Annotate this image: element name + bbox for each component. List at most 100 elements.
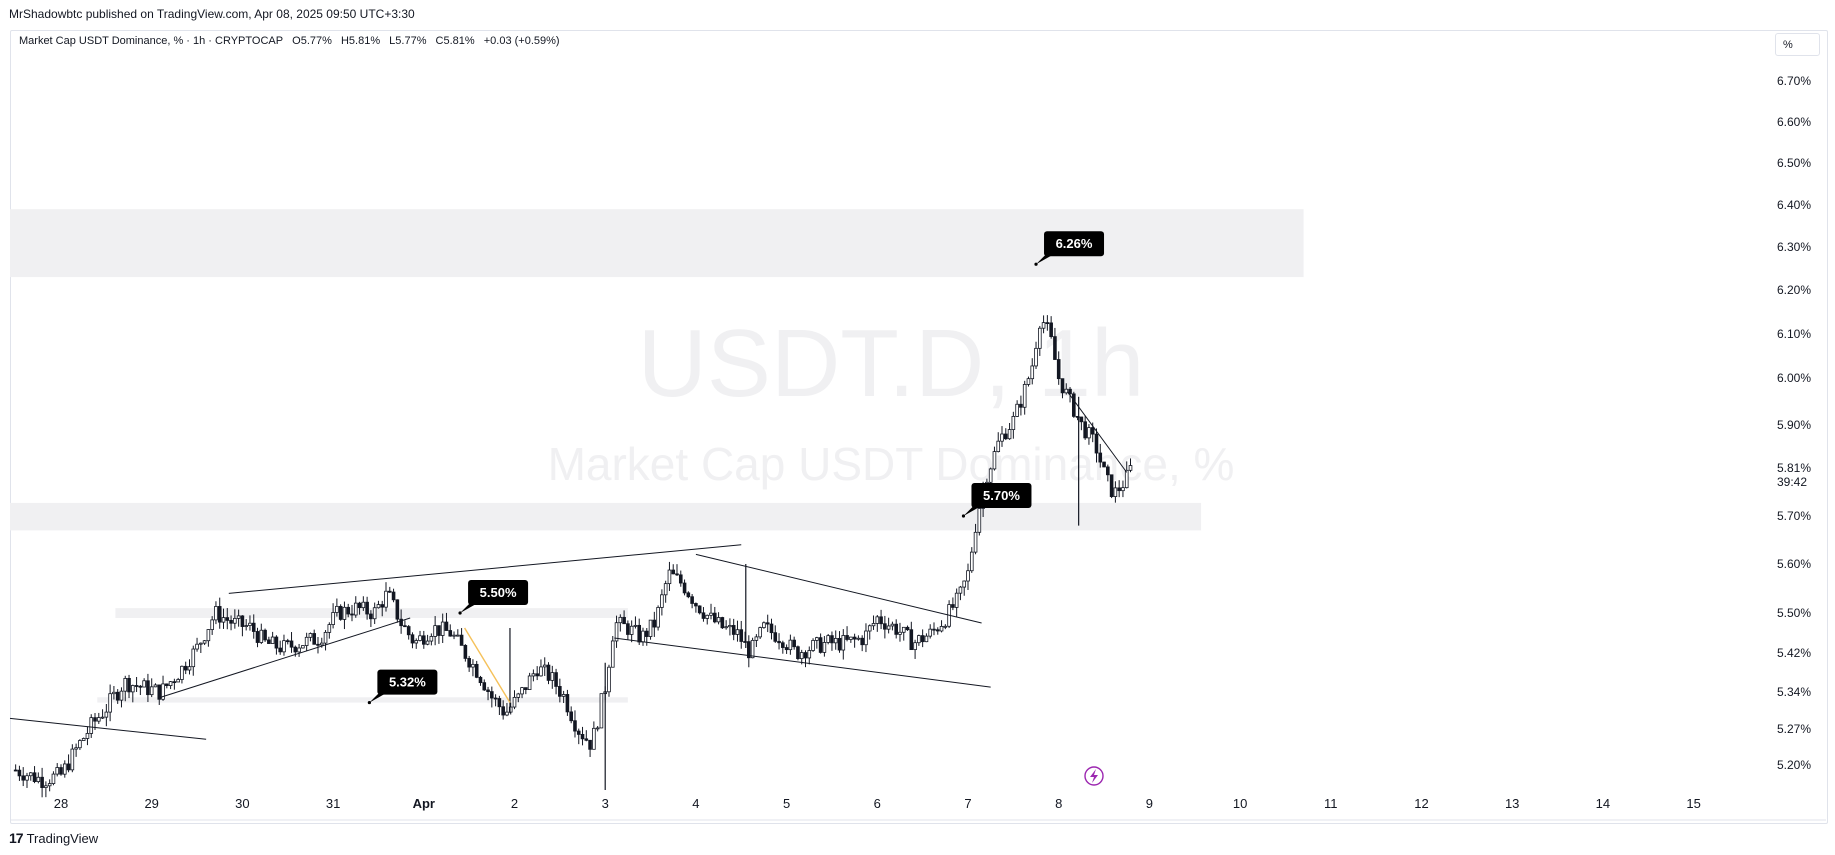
candle-body — [161, 683, 165, 700]
candle-body — [1090, 427, 1095, 435]
candle-body — [372, 607, 377, 620]
candle-body — [410, 634, 415, 644]
candle-body — [626, 623, 630, 635]
candle-body — [690, 596, 694, 604]
time-tick: 9 — [1146, 796, 1153, 811]
candle-body — [701, 612, 706, 619]
candle-body — [1124, 469, 1129, 489]
candle-body — [743, 641, 747, 643]
candle-body — [206, 629, 211, 642]
candle-body — [1094, 433, 1099, 454]
candle-body — [524, 687, 528, 690]
candle-body — [1068, 388, 1072, 395]
candle-body — [32, 772, 37, 782]
trendline-3[interactable] — [228, 544, 742, 594]
candle-body — [406, 626, 411, 636]
candle-body — [901, 626, 906, 633]
candle-body — [346, 606, 351, 615]
candle-body — [675, 573, 679, 576]
trendline-2[interactable] — [160, 617, 411, 698]
candle-body — [720, 617, 725, 629]
time-tick: 13 — [1505, 796, 1519, 811]
price-tick: 6.10% — [1777, 327, 1811, 341]
candle-body — [123, 678, 128, 692]
candle-body — [860, 637, 864, 646]
candle-body — [845, 635, 849, 640]
chart-frame — [10, 30, 1828, 824]
candle-body — [421, 635, 426, 645]
tradingview-footer[interactable]: 17 TradingView — [9, 830, 98, 846]
trendline-6[interactable] — [464, 627, 511, 703]
candle-body — [1121, 487, 1125, 492]
candle-body — [474, 663, 479, 678]
candle-body — [618, 616, 623, 624]
trendline-7[interactable] — [1067, 391, 1128, 473]
zone-3[interactable] — [115, 608, 628, 618]
candle-body — [520, 687, 524, 695]
time-tick: 12 — [1414, 796, 1428, 811]
candle-body — [214, 606, 218, 621]
candle-body — [879, 616, 883, 625]
price-tick: 5.70% — [1777, 509, 1811, 523]
candle-body — [146, 680, 150, 696]
candle-body — [342, 606, 347, 620]
callout-label: 6.26% — [1056, 236, 1093, 251]
price-tick: 6.50% — [1777, 156, 1811, 170]
candle-body — [864, 630, 868, 646]
candle-body — [1102, 461, 1106, 468]
candle-body — [187, 666, 192, 671]
price-axis[interactable]: 6.70% 6.60% 6.50% 6.40% 6.30% 6.20% 6.10% 6.00%… — [1772, 74, 1824, 772]
price-callout-2[interactable]: 5.70% — [961, 483, 1032, 518]
candle-body — [1003, 433, 1008, 440]
candle-body — [535, 673, 539, 677]
candle-body — [285, 640, 290, 643]
candle-body — [811, 640, 815, 651]
candle-body — [1053, 336, 1057, 360]
trendline-5[interactable] — [614, 637, 991, 688]
candle-body — [297, 647, 301, 653]
replay-lightning-icon[interactable] — [1084, 766, 1104, 786]
candle-body — [312, 633, 317, 645]
candle-body — [138, 685, 143, 688]
trendline-4[interactable] — [695, 553, 982, 624]
candle-body — [350, 613, 354, 616]
price-tick: 5.90% — [1777, 418, 1811, 432]
price-callout-1[interactable]: 6.26% — [1034, 231, 1105, 266]
candle-body — [395, 599, 400, 620]
time-axis[interactable]: 28 29 30 31 Apr 2 3 4 5 6 7 8 9 10 11 12 13 14 15 — [54, 796, 1701, 811]
candle-body — [807, 650, 812, 659]
candle-body — [724, 626, 728, 629]
candle-body — [467, 658, 471, 668]
candle-body — [25, 775, 29, 781]
candle-body — [867, 625, 872, 632]
candle-body — [471, 663, 475, 668]
candle-body — [852, 636, 857, 640]
price-callout-4[interactable]: 5.32% — [367, 669, 438, 705]
candle-body — [610, 640, 615, 668]
price-callout-3[interactable]: 5.50% — [458, 580, 529, 615]
candle-body — [221, 617, 226, 623]
zone-4[interactable] — [97, 697, 628, 703]
candle-body — [482, 682, 487, 691]
legend-title[interactable]: Market Cap USDT Dominance, % · 1h · CRYP… — [19, 35, 284, 47]
candle-body — [637, 624, 642, 643]
candle-body — [988, 468, 993, 483]
candle-body — [191, 648, 196, 668]
candle-body — [599, 693, 604, 729]
candle-body — [890, 623, 895, 627]
candle-body — [127, 678, 131, 693]
candle-body — [81, 738, 86, 741]
candle-body — [792, 639, 796, 648]
candle-body — [1015, 403, 1019, 417]
candle-body — [607, 666, 611, 693]
zone-1[interactable] — [10, 209, 1304, 278]
time-tick: 31 — [326, 796, 340, 811]
time-tick: 2 — [511, 796, 518, 811]
candle-body — [660, 594, 664, 608]
trendline-1[interactable] — [9, 717, 207, 740]
candle-body — [217, 606, 222, 623]
candle-body — [142, 680, 146, 688]
price-scale-unit-button[interactable]: % — [1775, 33, 1820, 56]
candle-body — [671, 569, 676, 575]
